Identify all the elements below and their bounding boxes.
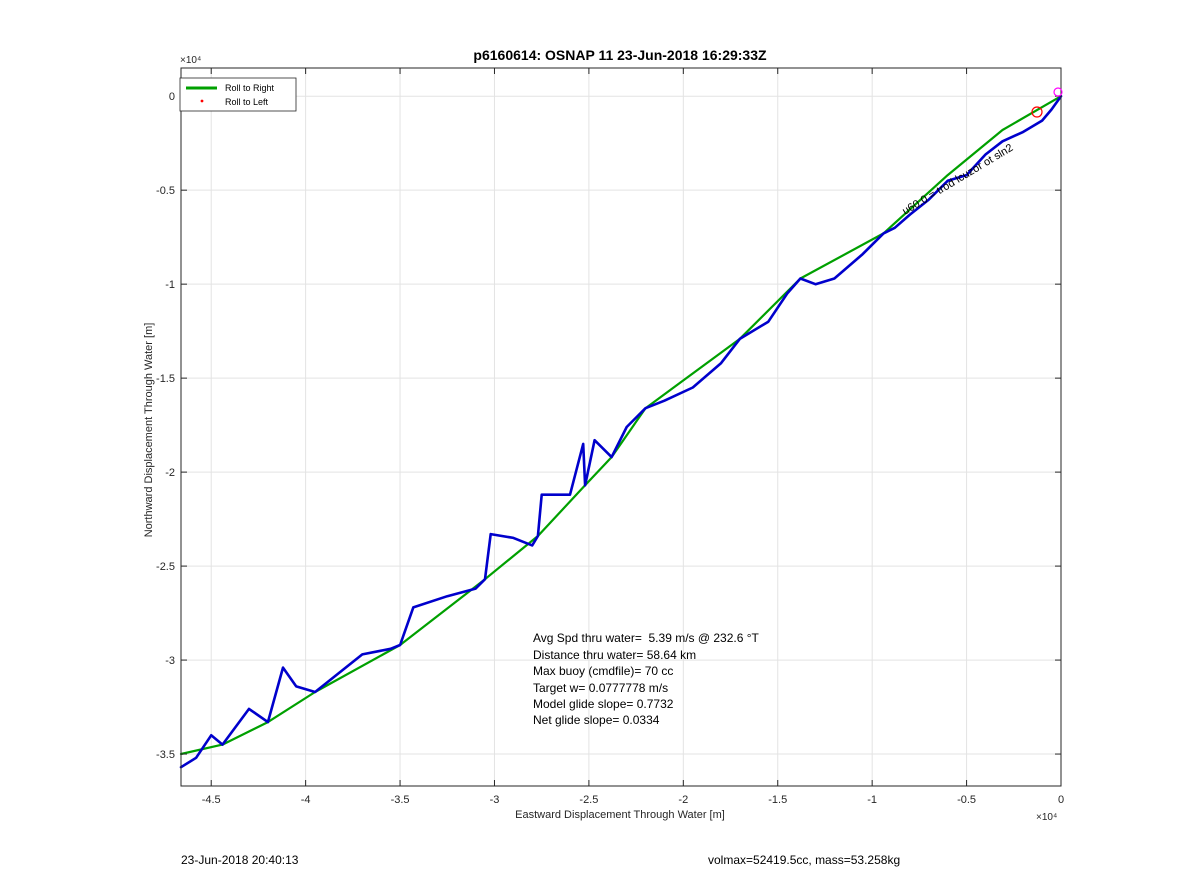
start-marker [1053,87,1063,97]
annotation-net-glide: Net glide slope= 0.0334 [533,713,660,727]
x-tick-label: -4 [301,794,311,806]
annotation-max-buoy: Max buoy (cmdfile)= 70 cc [533,664,673,678]
y-tick-label: -3 [165,655,175,667]
annotation-model-glide: Model glide slope= 0.7732 [533,697,674,711]
legend-label-roll-right: Roll to Right [225,83,275,93]
x-tick-label: -0.5 [957,794,976,806]
y-axis-exponent: ×10⁴ [180,55,201,66]
footer-timestamp: 23-Jun-2018 20:40:13 [181,853,299,867]
y-tick-label: -3.5 [156,749,175,761]
end-marker [1031,106,1043,118]
plot-area-frame [180,67,1062,787]
legend-swatch-roll-left [200,99,204,103]
x-tick-label: -3 [490,794,500,806]
x-axis-label: Eastward Displacement Through Water [m] [515,809,725,821]
y-tick-label: -1.5 [156,373,175,385]
grid-lines [181,68,1062,786]
legend: Roll to Right Roll to Left [179,77,297,112]
x-axis-exponent: ×10⁴ [1036,812,1057,823]
roll-to-right-line [179,95,1063,756]
annotation-avg-speed: Avg Spd thru water= 5.39 m/s @ 232.6 °T [533,631,760,645]
x-tick-label: -1 [867,794,877,806]
x-tick-label: -1.5 [768,794,787,806]
stats-annotation: Avg Spd thru water= 5.39 m/s @ 232.6 °T … [533,631,760,727]
legend-box [179,77,297,112]
x-tick-label: 0 [1058,794,1064,806]
chart-title: p6160614: OSNAP 11 23-Jun-2018 16:29:33Z [473,47,767,63]
legend-label-roll-left: Roll to Left [225,97,269,107]
x-tick-label: -4.5 [202,794,221,806]
y-tick-label: -1 [165,279,175,291]
data-layer [179,94,1063,769]
x-tick-label: -2 [678,794,688,806]
y-tick-label: -2.5 [156,561,175,573]
annotation-target-w: Target w= 0.0777778 m/s [533,681,668,695]
annotation-distance: Distance thru water= 58.64 km [533,648,696,662]
y-tick-label: 0 [169,91,175,103]
footer-volmax-mass: volmax=52419.5cc, mass=53.258kg [708,853,901,867]
y-tick-label: -2 [165,467,175,479]
y-axis-label: Northward Displacement Through Water [m] [143,323,155,538]
x-tick-label: -2.5 [579,794,598,806]
x-tick-label: -3.5 [391,794,410,806]
glider-track-line [179,94,1063,769]
axis-ticks: -4.5 -4 -3.5 -3 -2.5 -2 -1.5 -1 -0.5 0 0 -0.5 -1 -1.5… [156,68,1064,806]
diagonal-current-label: u60.0 = trod lcuzor ot sln2 [900,142,1015,218]
y-tick-label: -0.5 [156,185,175,197]
